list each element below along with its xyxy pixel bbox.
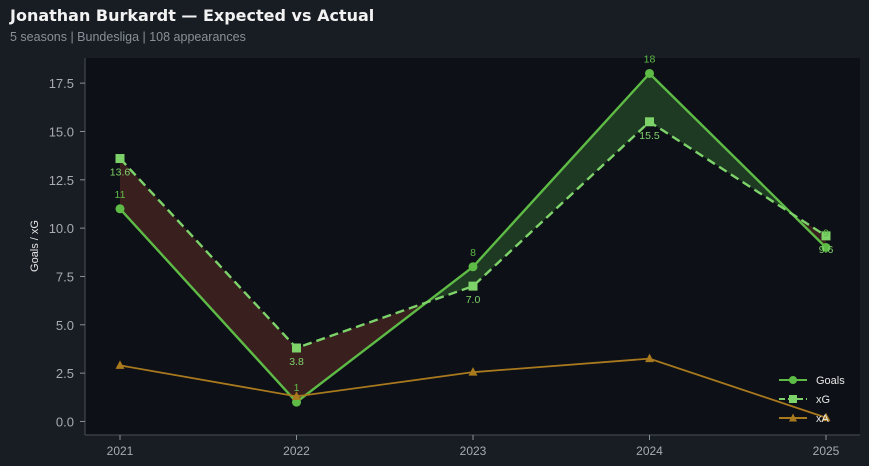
marker-goals xyxy=(292,397,301,407)
y-axis-label: Goals / xG xyxy=(29,220,41,272)
marker-xg xyxy=(645,117,654,127)
x-tick-label: 2022 xyxy=(283,444,310,458)
x-tick-label: 2024 xyxy=(636,444,663,458)
marker-xg xyxy=(292,343,301,353)
data-label-xg: 15.5 xyxy=(639,130,660,142)
legend-marker xyxy=(789,413,797,422)
x-tick-label: 2025 xyxy=(813,444,840,458)
marker-xa xyxy=(821,412,831,422)
data-label-goals: 8 xyxy=(470,247,476,259)
chart-subtitle: 5 seasons | Bundesliga | 108 appearances xyxy=(10,30,246,44)
marker-xg xyxy=(468,281,478,291)
marker-xa xyxy=(292,391,301,400)
y-tick-label: 7.5 xyxy=(56,269,74,284)
marker-goals xyxy=(821,242,831,252)
data-label-xg: 9.6 xyxy=(819,244,834,256)
y-tick-label: 17.5 xyxy=(49,76,74,91)
performance-fill xyxy=(120,158,297,403)
performance-fill xyxy=(473,73,650,287)
marker-goals xyxy=(468,262,478,272)
legend-label: Goals xyxy=(816,375,845,387)
legend-marker xyxy=(789,395,797,403)
marker-xg xyxy=(821,231,831,241)
data-label-xg: 7.0 xyxy=(466,294,481,306)
y-tick-label: 10.0 xyxy=(49,221,74,236)
marker-xa xyxy=(645,353,654,363)
chart-title: Jonathan Burkardt — Expected vs Actual xyxy=(10,6,375,25)
legend: Goals xG xA xyxy=(779,375,845,425)
series-line-xg xyxy=(119,120,827,350)
y-tick-label: 5.0 xyxy=(56,318,74,333)
legend-label: xA xyxy=(816,413,830,425)
y-tick-label: 15.0 xyxy=(49,124,74,139)
data-label-goals: 9 xyxy=(823,227,829,239)
marker-xg xyxy=(115,154,125,164)
y-tick-label: 0.0 xyxy=(56,414,74,429)
y-tick-label: 12.5 xyxy=(49,173,74,188)
legend-label: xG xyxy=(816,394,830,406)
legend-marker xyxy=(789,376,797,384)
y-tick-label: 2.5 xyxy=(56,366,74,381)
data-label-xg: 3.8 xyxy=(289,356,304,368)
marker-goals xyxy=(115,204,125,214)
x-tick-label: 2021 xyxy=(107,444,134,458)
x-tick-label: 2023 xyxy=(460,444,487,458)
marker-goals xyxy=(645,68,654,78)
data-label-xg: 13.6 xyxy=(110,167,131,179)
data-label-goals: 11 xyxy=(115,189,126,201)
data-label-goals: 1 xyxy=(294,382,300,394)
data-label-goals: 18 xyxy=(644,53,656,65)
marker-xa xyxy=(115,360,125,369)
marker-xa xyxy=(468,367,478,376)
